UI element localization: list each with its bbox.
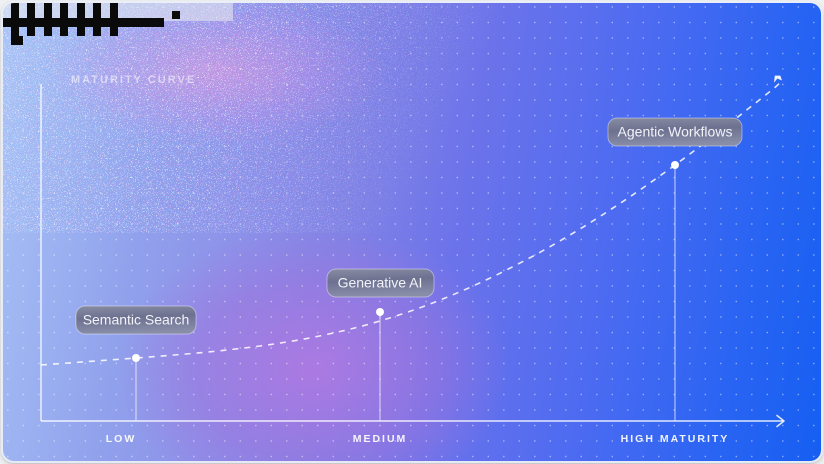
svg-text:HIGH MATURITY: HIGH MATURITY <box>621 433 730 445</box>
svg-text:Generative AI: Generative AI <box>338 275 423 291</box>
svg-text:MATURITY CURVE: MATURITY CURVE <box>71 74 196 86</box>
svg-text:MEDIUM: MEDIUM <box>353 433 408 445</box>
svg-text:Agentic Workflows: Agentic Workflows <box>618 124 733 140</box>
svg-text:LOW: LOW <box>106 433 137 445</box>
svg-text:Semantic Search: Semantic Search <box>83 312 190 328</box>
